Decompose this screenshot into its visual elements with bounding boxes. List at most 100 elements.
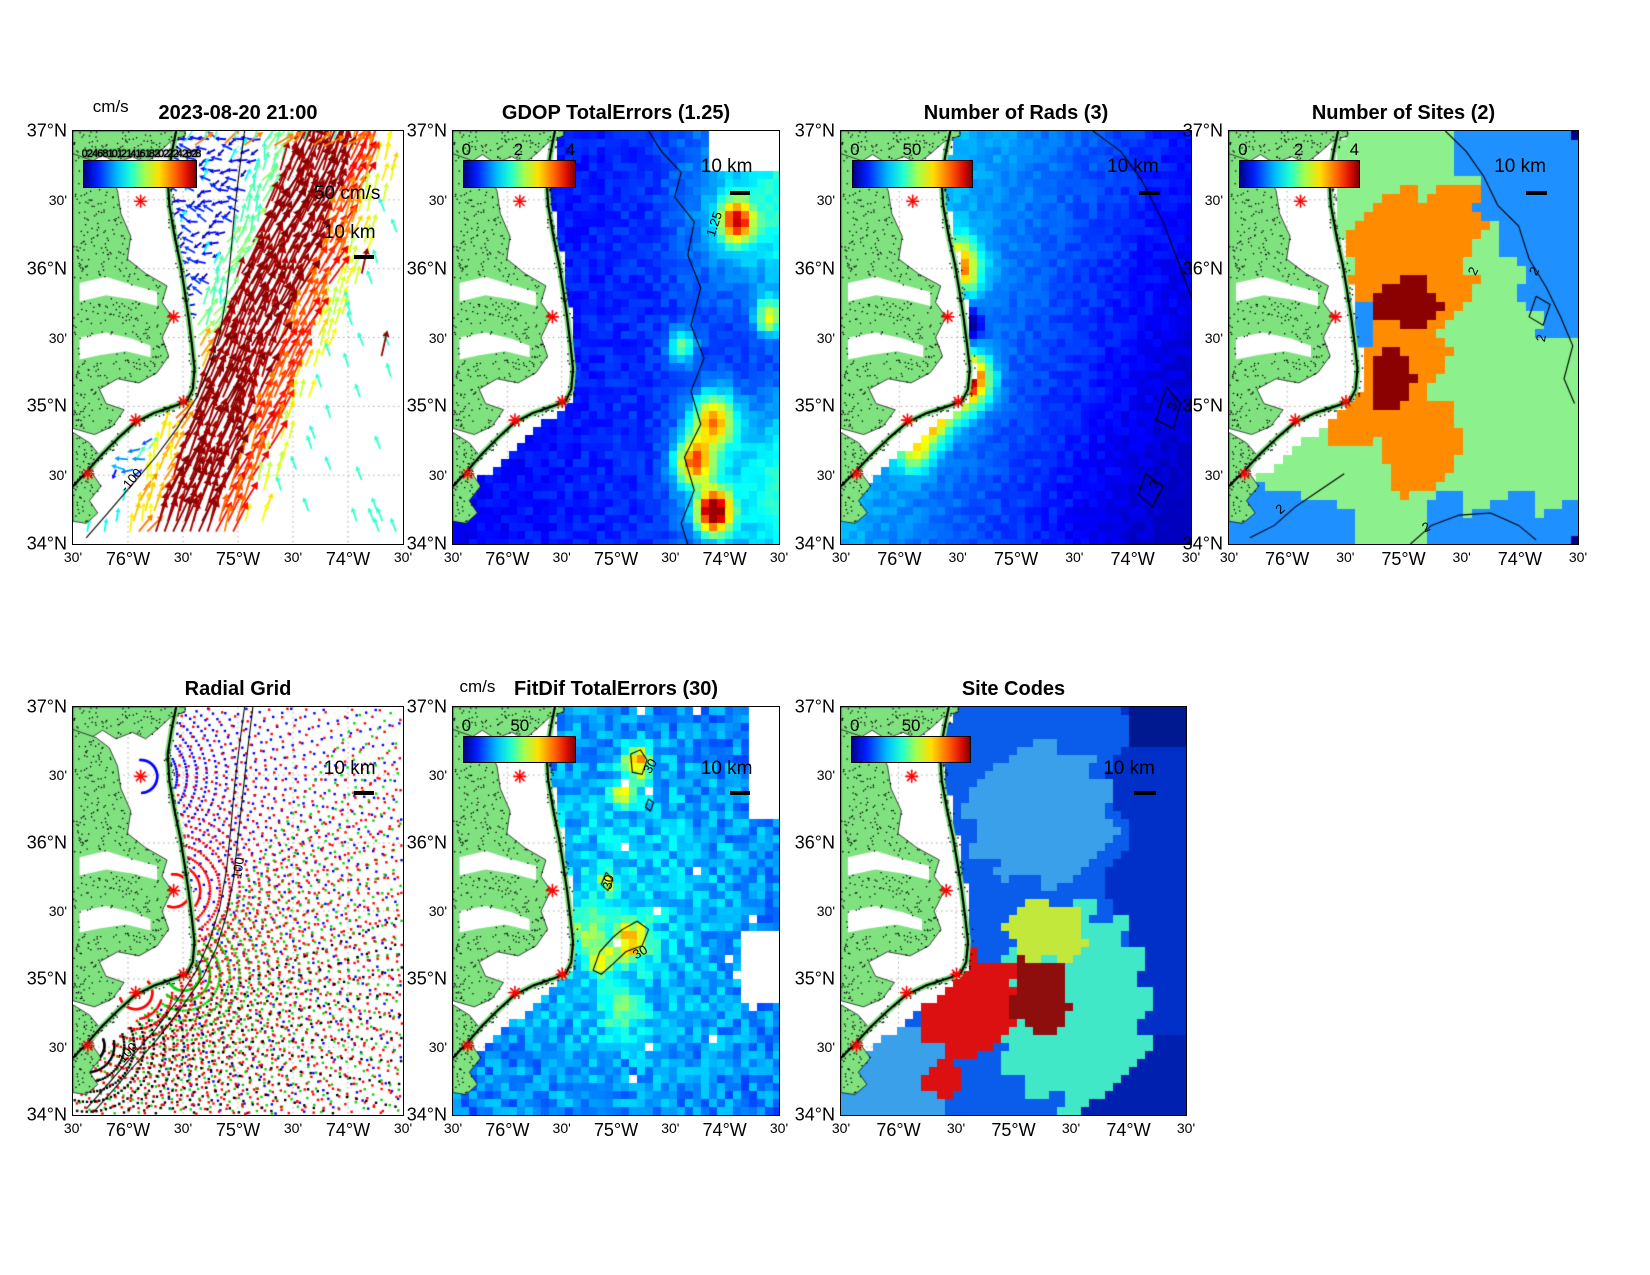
lon-tick-label: 30' <box>946 1120 966 1136</box>
lon-tick-label: 30' <box>63 549 83 565</box>
panel-number-of-sites: Number of Sites (2) 0 2 4 10 km 37°N 30' 36°… <box>1183 102 1587 569</box>
panel-surface-currents: cm/s 2023-08-20 21:00 0 2 4 6 8 10 12 14… <box>27 97 412 569</box>
lat-tick-label: 30' <box>428 467 447 484</box>
lat-tick-label: 34°N <box>406 533 447 554</box>
lon-tick-label: 30' <box>831 549 851 565</box>
colorbar-tick-label: 50 <box>902 140 922 160</box>
lat-tick-label: 35°N <box>794 968 835 989</box>
panel-fitdif-total-errors: cm/s FitDif TotalErrors (30) 0 50 10 km 3… <box>407 677 788 1140</box>
lon-tick-label: 30' <box>948 549 967 565</box>
lat-tick-label: 30' <box>48 766 67 783</box>
panel-site-codes: Site Codes 0 50 10 km 37°N 30' 36°N 30' 35°N 3… <box>795 678 1195 1140</box>
lon-tick-label: 30' <box>1452 549 1471 565</box>
vector-scale-label: 50 cm/s <box>313 182 381 204</box>
lon-tick-label: 30' <box>173 549 193 565</box>
contour-label: 30 <box>599 874 617 891</box>
lon-tick-label: 74°W <box>325 1120 371 1140</box>
lon-tick-label: 30' <box>173 1120 193 1136</box>
colorbar-unit-label: cm/s <box>92 97 129 116</box>
lat-tick-label: 36°N <box>1182 258 1223 279</box>
scale-label: 10 km <box>1107 155 1159 177</box>
colorbar: 0 2 4 <box>1238 140 1361 188</box>
lat-tick-label: 35°N <box>794 395 835 416</box>
lon-tick-label: 30' <box>661 549 680 565</box>
scale-bar <box>353 790 374 795</box>
lat-tick-label: 30' <box>816 329 835 346</box>
panel-radial-grid: Radial Grid 10 km 37°N 30' 36°N 30' 35°N 30' 3… <box>27 678 412 1140</box>
lat-tick-label: 30' <box>428 329 447 346</box>
lon-tick-label: 30' <box>1568 549 1588 565</box>
lon-tick-label: 74°W <box>325 549 371 569</box>
lon-tick-label: 76°W <box>877 549 922 569</box>
lat-tick-label: 30' <box>816 766 835 783</box>
colorbar: 0 2 4 6 8 10 12 14 16 18 20 22 24 26 28 … <box>82 148 201 188</box>
lat-tick-label: 30' <box>1204 329 1223 346</box>
lon-tick-label: 30' <box>769 549 789 565</box>
colorbar-tick-label: 2 <box>1293 140 1304 160</box>
lat-tick-label: 34°N <box>1182 533 1223 554</box>
lon-tick-label: 75°W <box>1381 549 1426 569</box>
lon-tick-label: 76°W <box>876 1120 921 1140</box>
map-canvas-fitdif <box>453 707 779 1115</box>
lon-tick-label: 76°W <box>485 1120 530 1140</box>
panel-title: Number of Rads (3) <box>923 102 1109 124</box>
lat-tick-label: 37°N <box>406 696 447 717</box>
scale-label: 10 km <box>700 155 753 177</box>
lon-tick-label: 30' <box>283 549 303 565</box>
panel-gdop-total-errors: GDOP TotalErrors (1.25) 0 2 4 10 km 37°N 30… <box>407 102 788 569</box>
lat-tick-label: 30' <box>48 329 67 346</box>
lon-tick-label: 75°W <box>593 549 639 569</box>
lat-tick-label: 37°N <box>794 120 835 141</box>
scale-bar <box>353 254 374 259</box>
lon-tick-label: 74°W <box>1106 1120 1151 1140</box>
lon-tick-label: 75°W <box>215 1120 261 1140</box>
lon-tick-label: 30' <box>769 1120 789 1136</box>
lon-tick-label: 30' <box>63 1120 83 1136</box>
lon-tick-label: 74°W <box>702 1120 747 1140</box>
colorbar-tick-label: 4 <box>565 140 576 160</box>
lat-tick-label: 30' <box>48 191 67 208</box>
map-canvas-site-codes <box>841 707 1186 1115</box>
panel-number-of-rads: Number of Rads (3) 0 50 10 km 37°N 30' 36°N… <box>795 102 1200 569</box>
lat-tick-label: 36°N <box>406 832 447 853</box>
lon-tick-label: 30' <box>1061 1120 1081 1136</box>
scale-label: 10 km <box>323 221 376 243</box>
lat-tick-label: 30' <box>428 191 447 208</box>
colorbar-tick-label: 0 <box>1238 140 1248 160</box>
lon-tick-label: 30' <box>552 1120 571 1136</box>
lat-tick-label: 30' <box>1204 467 1223 484</box>
panel-title: GDOP TotalErrors (1.25) <box>501 102 731 124</box>
lat-tick-label: 35°N <box>26 395 67 416</box>
lat-tick-label: 36°N <box>794 258 835 279</box>
lat-tick-label: 34°N <box>26 1104 67 1125</box>
lat-tick-label: 34°N <box>794 533 835 554</box>
lat-tick-label: 37°N <box>794 696 835 717</box>
contour-label: 100 <box>229 856 247 880</box>
colorbar-tick-label: 50 <box>510 715 530 735</box>
lon-tick-label: 30' <box>1065 549 1084 565</box>
lat-tick-label: 30' <box>48 903 67 919</box>
scale-bar <box>1134 790 1156 795</box>
lon-tick-label: 75°W <box>991 1120 1036 1140</box>
scale-label: 10 km <box>1103 758 1155 779</box>
lon-tick-label: 74°W <box>1497 549 1542 569</box>
lat-tick-label: 37°N <box>1182 120 1223 141</box>
scale-label: 10 km <box>323 758 376 779</box>
lat-tick-label: 37°N <box>26 696 67 717</box>
panel-title: FitDif TotalErrors (30) <box>513 678 719 700</box>
lon-tick-label: 74°W <box>702 549 747 569</box>
lon-tick-label: 76°W <box>1265 549 1310 569</box>
lat-tick-label: 36°N <box>406 258 447 279</box>
lat-tick-label: 35°N <box>1182 395 1223 416</box>
colorbar-tick-label: 2 <box>513 140 524 160</box>
scale-label: 10 km <box>1494 155 1546 177</box>
colorbar: 0 50 <box>462 716 576 763</box>
lon-tick-label: 75°W <box>993 549 1039 569</box>
colorbar: 0 50 <box>850 716 971 763</box>
map-canvas-number-of-sites <box>1229 131 1578 544</box>
panel-title: Radial Grid <box>184 678 292 700</box>
lon-tick-label: 30' <box>831 1120 851 1136</box>
map-canvas-number-of-rads <box>841 131 1191 544</box>
lat-tick-label: 30' <box>816 467 835 484</box>
lat-tick-label: 34°N <box>26 533 67 554</box>
